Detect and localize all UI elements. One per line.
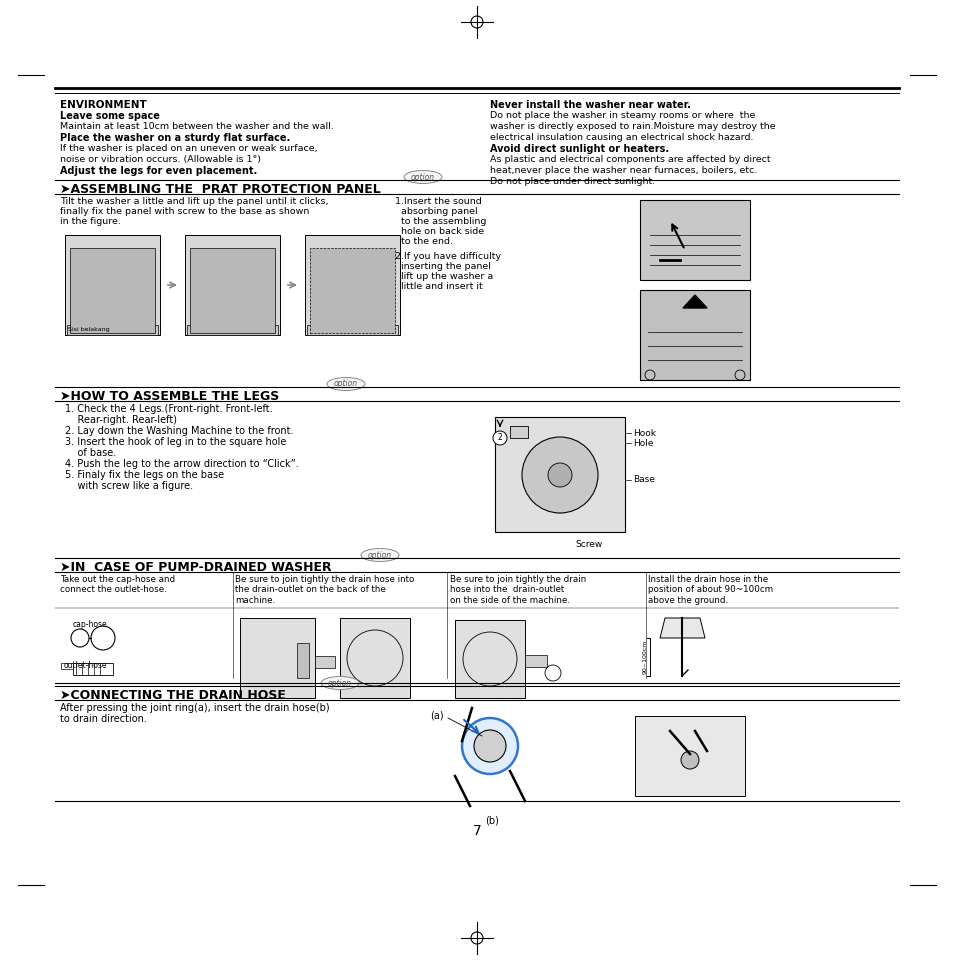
Text: ➤ASSEMBLING THE  PRAT PROTECTION PANEL: ➤ASSEMBLING THE PRAT PROTECTION PANEL [60,183,380,196]
Text: Hook: Hook [633,428,656,438]
Text: option: option [368,550,392,560]
Text: option: option [411,173,435,181]
Text: ➤CONNECTING THE DRAIN HOSE: ➤CONNECTING THE DRAIN HOSE [60,689,286,702]
Text: absorbing panel: absorbing panel [395,207,477,216]
Text: Leave some space: Leave some space [60,111,160,121]
Text: option: option [334,379,357,389]
Bar [67,325,158,335]
Text: Take out the cap-hose and
connect the outlet-hose.: Take out the cap-hose and connect the ou… [60,575,175,594]
Text: washer is directly exposed to rain.Moisture may destroy the: washer is directly exposed to rain.Moist… [490,122,775,131]
Circle shape [461,718,517,774]
Bar [310,248,395,333]
Circle shape [493,431,506,445]
Text: little and insert it: little and insert it [395,282,482,291]
Bar [73,663,112,675]
Text: 1. Check the 4 Legs.(Front-right. Front-left.: 1. Check the 4 Legs.(Front-right. Front-… [65,404,273,414]
Text: 2.If you have difficulty: 2.If you have difficulty [395,252,500,261]
Text: Sisi belakang: Sisi belakang [68,327,110,332]
Bar [185,235,280,335]
Text: Place the washer on a sturdy flat surface.: Place the washer on a sturdy flat surfac… [60,133,290,143]
Circle shape [547,463,572,487]
Text: Install the drain hose in the
position of about 90~100cm
above the ground.: Install the drain hose in the position o… [647,575,772,605]
Text: ➤HOW TO ASSEMBLE THE LEGS: ➤HOW TO ASSEMBLE THE LEGS [60,390,279,403]
Text: electrical insulation causing an electrical shock hazard.: electrical insulation causing an electri… [490,133,753,142]
Bar [524,655,546,667]
Text: 4. Push the leg to the arrow direction to “Click”.: 4. Push the leg to the arrow direction t… [65,459,298,469]
Text: 2: 2 [497,434,502,443]
Text: Do not place the washer in steamy rooms or where  the: Do not place the washer in steamy rooms … [490,111,755,120]
Text: ENVIRONMENT: ENVIRONMENT [60,100,147,110]
Circle shape [680,751,699,769]
Bar [510,426,527,438]
Text: After pressing the joint ring(a), insert the drain hose(b): After pressing the joint ring(a), insert… [60,703,330,713]
Bar [455,620,524,698]
Text: Tilt the washer a little and lift up the panel until it clicks,: Tilt the washer a little and lift up the… [60,197,328,206]
Text: As plastic and electrical components are affected by direct: As plastic and electrical components are… [490,155,770,164]
Text: Hole: Hole [633,439,653,447]
Text: to the assembling: to the assembling [395,217,486,226]
Text: heat,never place the washer near furnaces, boilers, etc.: heat,never place the washer near furnace… [490,166,757,175]
Ellipse shape [320,677,358,689]
Text: Avoid direct sunlight or heaters.: Avoid direct sunlight or heaters. [490,144,668,154]
Text: hole on back side: hole on back side [395,227,483,236]
Circle shape [474,730,505,762]
Ellipse shape [360,548,398,562]
Text: 2. Lay down the Washing Machine to the front.: 2. Lay down the Washing Machine to the f… [65,426,294,436]
Text: 7: 7 [472,824,481,838]
Text: Maintain at least 10cm between the washer and the wall.: Maintain at least 10cm between the washe… [60,122,334,131]
Text: If the washer is placed on an uneven or weak surface,: If the washer is placed on an uneven or … [60,144,317,153]
Text: to the end.: to the end. [395,237,453,246]
Text: Screw: Screw [575,540,601,549]
Text: finally fix the panel with screw to the base as shown: finally fix the panel with screw to the … [60,207,309,216]
Bar [240,618,314,698]
Text: Rear-right. Rear-left): Rear-right. Rear-left) [65,415,177,425]
Bar [314,656,335,668]
Text: 5. Finaly fix the legs on the base: 5. Finaly fix the legs on the base [65,470,224,480]
Text: 1.Insert the sound: 1.Insert the sound [395,197,481,206]
Text: in the figure.: in the figure. [60,217,121,226]
Bar [639,290,749,380]
Text: option: option [328,679,352,687]
Circle shape [521,437,598,513]
Polygon shape [682,295,706,308]
Bar [639,200,749,280]
Bar [61,663,73,669]
Bar [70,248,154,333]
Bar [495,417,624,532]
Bar [187,325,277,335]
Bar [65,235,160,335]
Text: of base.: of base. [65,448,116,458]
Text: to drain direction.: to drain direction. [60,714,147,724]
Text: Base: Base [633,475,654,485]
Text: inserting the panel: inserting the panel [395,262,491,271]
Bar [305,235,399,335]
Text: with screw like a figure.: with screw like a figure. [65,481,193,491]
Bar [307,325,397,335]
Bar [339,618,410,698]
Bar [635,716,744,796]
Text: (a): (a) [430,711,443,721]
Text: Do not place under direct sunlight.: Do not place under direct sunlight. [490,177,655,186]
Text: 90~100cm: 90~100cm [642,639,647,674]
Text: 3. Insert the hook of leg in to the square hole: 3. Insert the hook of leg in to the squa… [65,437,286,447]
Text: ➤IN  CASE OF PUMP-DRAINED WASHER: ➤IN CASE OF PUMP-DRAINED WASHER [60,561,332,574]
Text: outlet-hose: outlet-hose [63,661,107,670]
Text: Never install the washer near water.: Never install the washer near water. [490,100,690,110]
Text: Be sure to join tightly the drain hose into
the drain-outlet on the back of the
: Be sure to join tightly the drain hose i… [234,575,414,605]
Bar [190,248,274,333]
Text: (b): (b) [484,816,498,826]
Text: lift up the washer a: lift up the washer a [395,272,493,281]
Ellipse shape [403,171,441,183]
Text: Adjust the legs for even placement.: Adjust the legs for even placement. [60,166,257,176]
Text: noise or vibration occurs. (Allowable is 1°): noise or vibration occurs. (Allowable is… [60,155,261,164]
Polygon shape [659,618,704,638]
Text: cap-hose: cap-hose [72,620,107,629]
Ellipse shape [327,377,365,391]
Text: Be sure to join tightly the drain
hose into the  drain-outlet
on the side of the: Be sure to join tightly the drain hose i… [450,575,586,605]
Bar [296,643,309,678]
